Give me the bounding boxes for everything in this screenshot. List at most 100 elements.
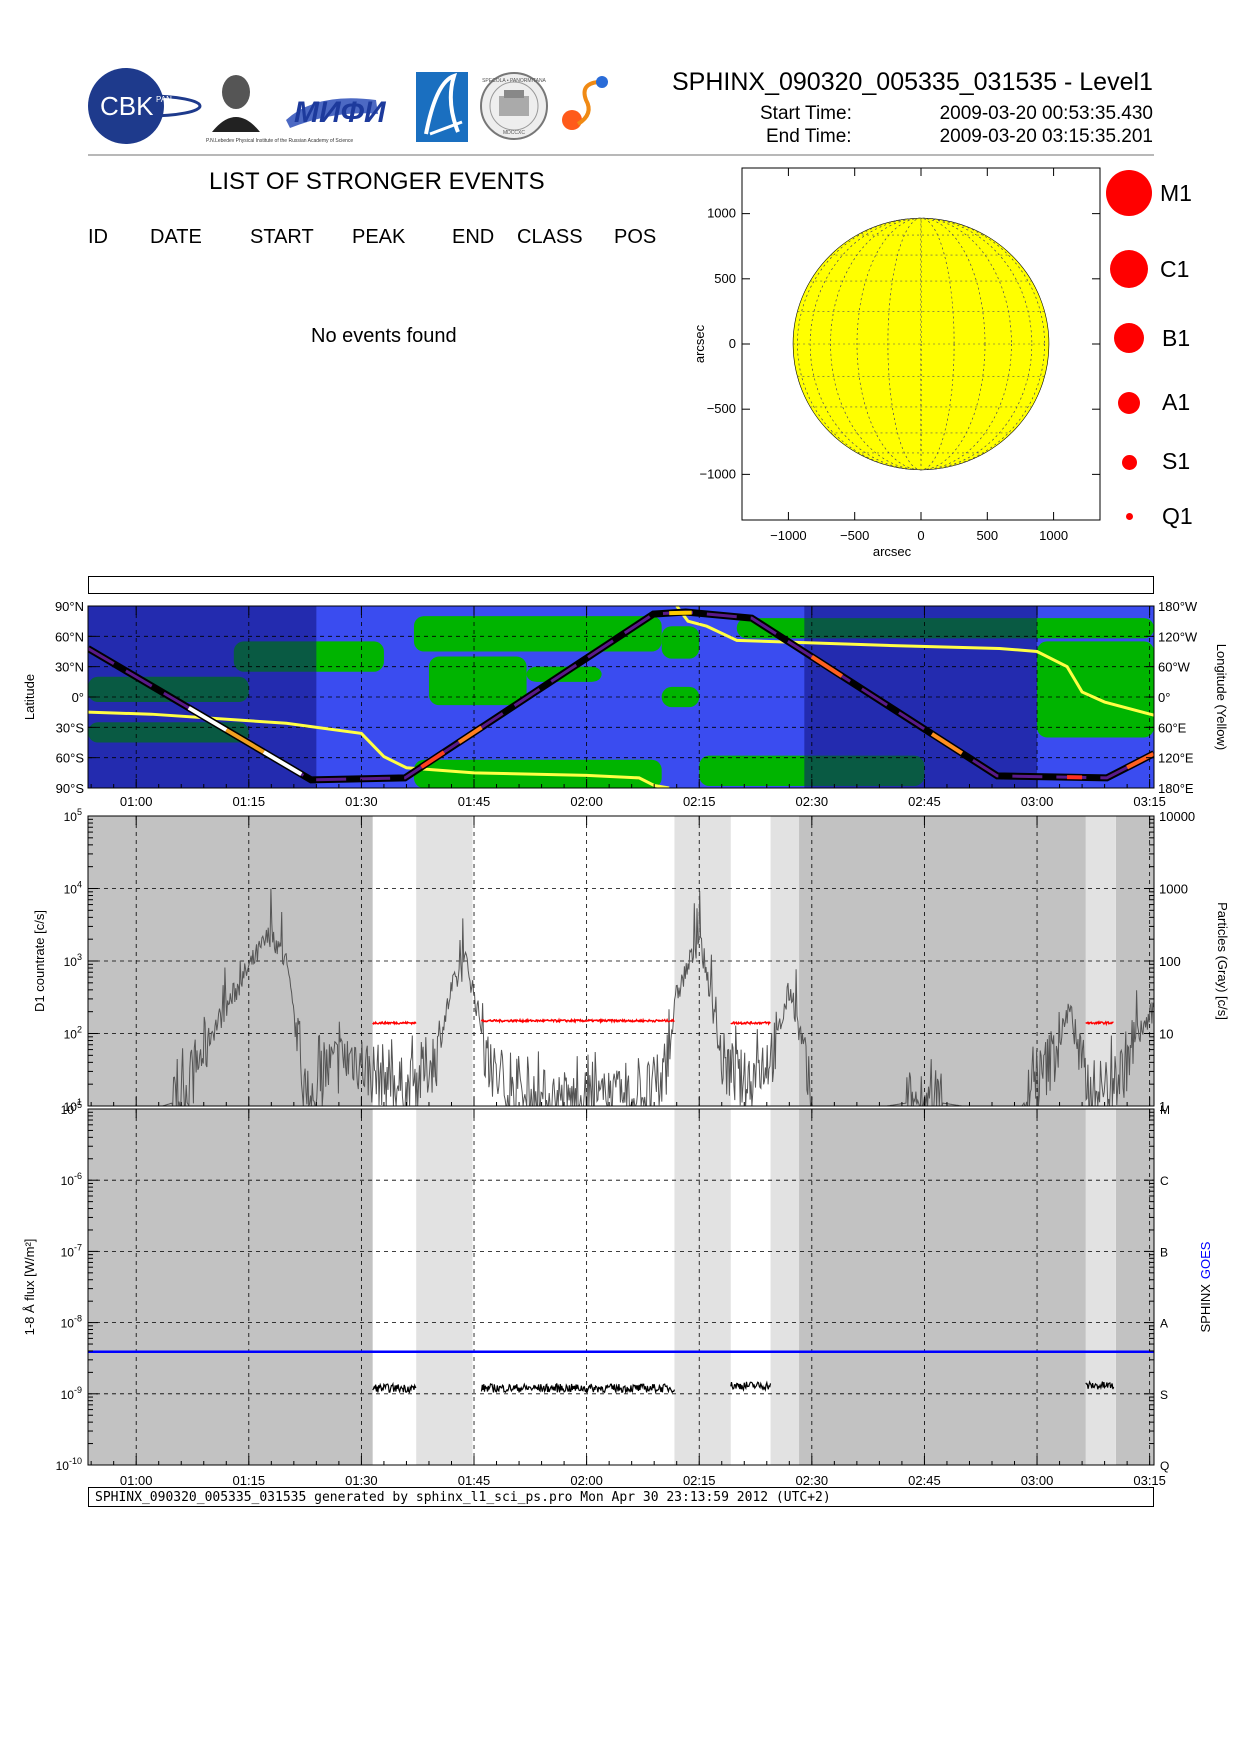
rocket-logo [416,72,468,142]
countrate-tick-base: 10 [64,1100,78,1114]
goes-class-label: M [1160,1103,1170,1117]
countrate-tick-label: 101 [64,1097,82,1114]
orange-s-logo [562,76,608,130]
longitude-tick-label: 180°W [1158,599,1198,614]
latitude-track-highlight [225,728,265,754]
solar-y-tick-label: 0 [729,336,736,351]
flux-tick-exponent: -6 [74,1171,82,1181]
lebedev-portrait-logo: P.N.Lebedev Physical Institute of the Ru… [206,75,353,144]
institution-logos: CBK PAN P.N.Lebedev Physical Institute o… [86,62,646,152]
time-tick-label: 01:45 [458,1473,491,1488]
time-tick-label: 02:45 [908,1473,941,1488]
flux-tick-label: 10-6 [61,1171,82,1188]
goes-class-label: Q [1160,1459,1169,1473]
latitude-track-highlight [262,750,303,776]
longitude-tick-label: 0° [1158,690,1170,705]
latitude-track-highlight [187,706,228,732]
sun-longitude-line [856,217,986,471]
latitude-tick-label: 90°S [56,781,85,796]
latitude-tick-label: 60°S [56,751,85,766]
column-header-id: ID [88,226,108,248]
legend-label-a1: A1 [1162,389,1191,415]
end-time-row: End Time: 2009-03-20 03:15:35.201 [760,126,1153,150]
countrate-tick-label: 105 [64,807,82,824]
flux-tick-exponent: -10 [69,1456,82,1466]
time-tick-label: 02:15 [683,1473,716,1488]
page-title: SPHINX_090320_005335_031535 - Level1 [672,68,1153,96]
flux-frame [87,1108,1155,1466]
countrate-tick-exponent: 3 [77,952,82,962]
time-tick-label: 01:45 [458,794,491,809]
goes-class-label: S [1160,1388,1168,1402]
flux-tick-base: 10 [61,1317,75,1331]
time-tick-label: 02:15 [683,794,716,809]
particles-tick-label: 10000 [1159,809,1195,824]
legend-label-s1: S1 [1162,448,1191,474]
legend-label-b1: B1 [1162,325,1191,351]
longitude-tick-label: 60°W [1158,660,1191,675]
flux-tick-label: 10-10 [56,1456,82,1473]
solar-y-tick-label: −500 [707,401,736,416]
legend-label-m1: M1 [1160,180,1192,206]
observatory-caption-top: SPECOLA • PANORMITANA [482,78,546,84]
latitude-axis-label: Latitude [22,674,37,720]
countrate-tick-exponent: 5 [77,807,82,817]
solar-y-tick-label: 500 [714,271,736,286]
cbk-logo-small-text: PAN [156,95,172,104]
time-tick-label: 02:30 [796,1473,829,1488]
start-time-label: Start Time: [760,103,852,124]
solar-x-tick-label: −500 [840,528,869,543]
countrate-tick-exponent: 2 [77,1025,82,1035]
d1-countrate-segment [1085,1020,1114,1027]
particles-tick-label: 10 [1159,1027,1173,1042]
time-tick-label: 02:30 [796,794,829,809]
instrument-light-shading [770,1109,800,1465]
time-tick-label: 03:00 [1021,794,1054,809]
solar-x-tick-label: 0 [917,528,924,543]
events-title: LIST OF STRONGER EVENTS [209,168,545,195]
time-tick-label: 02:45 [908,794,941,809]
legend-marker-s1 [1122,455,1137,470]
particles-curve [88,888,1154,1106]
particles-tick-label: 100 [1159,954,1181,969]
countrate-tick-label: 102 [64,1025,82,1042]
end-time-label: End Time: [766,126,852,147]
column-header-end: END [452,226,495,248]
latitude-track-highlight [1126,752,1154,770]
time-tick-label: 03:15 [1133,794,1166,809]
particles-tick-label: 1000 [1159,882,1188,897]
latitude-track-highlight [930,732,964,755]
solar-x-tick-label: −1000 [770,528,807,543]
countrate-tick-base: 10 [64,810,78,824]
timeline-strip [88,576,1154,594]
instrument-light-shading [674,1109,731,1465]
orbit-map-panel: 90°S 60°S 30°S 0° 30°N 60°N 90°N 180°E 120°E 60°E… [22,599,1229,809]
latitude-tick-label: 0° [72,690,84,705]
particles-tick-label: 1 [1159,1099,1166,1114]
solar-disk-xlabel: arcsec [873,544,912,559]
flux-tick-base: 10 [61,1245,75,1259]
longitude-track [88,606,1154,788]
land-region [428,656,527,706]
longitude-tick-label: 120°W [1158,629,1198,644]
solar-x-tick-label: 1000 [1039,528,1068,543]
d1-countrate-segment [730,1020,771,1026]
goes-class-axis-label: SPHINX GOES [1198,1241,1213,1332]
flux-tick-base: 10 [56,1459,70,1473]
longitude-tick-label: 60°E [1158,720,1187,735]
latitude-track-highlight [457,725,483,744]
cbk-logo: CBK PAN [88,68,202,144]
legend-label-c1: C1 [1160,256,1190,282]
flux-tick-label: 10-8 [61,1314,82,1331]
land-region [413,616,662,652]
flux-tick-exponent: -7 [74,1242,82,1252]
sphinx-flux-segment [480,1382,676,1395]
sphinx-legend-label: SPHINX [1198,1284,1213,1333]
time-tick-label: 01:00 [120,794,153,809]
legend-marker-c1 [1110,250,1148,288]
longitude-tick-label: 120°E [1158,751,1194,766]
flux-tick-label: 10-9 [61,1385,82,1402]
countrate-tick-label: 104 [64,880,82,897]
column-header-class: CLASS [517,226,583,248]
solar-disk-chart: −1000 −500 0 500 1000 −1000 −500 0 500 1000 arcse… [692,167,1101,559]
